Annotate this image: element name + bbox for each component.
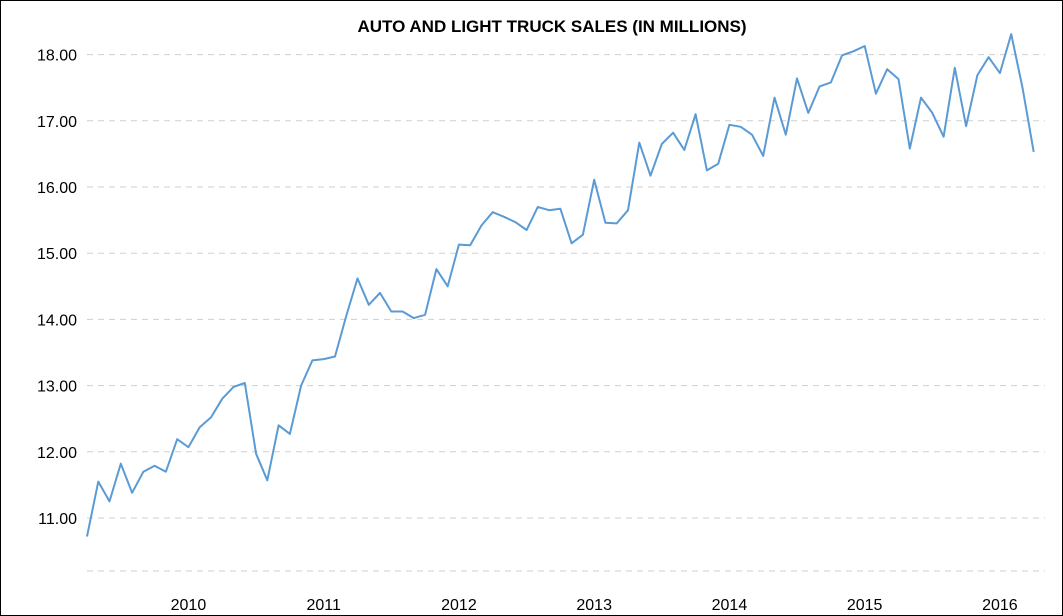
y-tick-label: 13.00 — [37, 379, 77, 396]
y-tick-label: 12.00 — [37, 445, 77, 462]
chart-title: AUTO AND LIGHT TRUCK SALES (IN MILLIONS) — [357, 17, 746, 36]
y-axis-tick-labels: 11.00 12.00 13.00 14.00 15.00 16.00 17.00 18.00 — [37, 48, 77, 528]
y-tick-label: 14.00 — [37, 312, 77, 329]
y-tick-label: 18.00 — [37, 48, 77, 65]
y-tick-label: 15.00 — [37, 246, 77, 263]
x-tick-label: 2015 — [847, 597, 883, 614]
series-line — [86, 33, 1035, 537]
x-tick-label: 2013 — [576, 597, 612, 614]
x-tick-label: 2016 — [982, 597, 1018, 614]
y-tick-label: 11.00 — [38, 511, 77, 528]
y-tick-label: 16.00 — [37, 180, 77, 197]
x-axis-tick-labels: 2010 2011 2012 2013 2014 2015 2016 — [171, 597, 1018, 614]
x-tick-label: 2010 — [171, 597, 207, 614]
x-tick-label: 2014 — [712, 597, 748, 614]
x-tick-label: 2012 — [441, 597, 477, 614]
grid-lines — [87, 54, 1045, 572]
y-tick-label: 17.00 — [37, 114, 77, 131]
series-layer — [86, 33, 1035, 537]
x-tick-label: 2011 — [306, 597, 341, 614]
